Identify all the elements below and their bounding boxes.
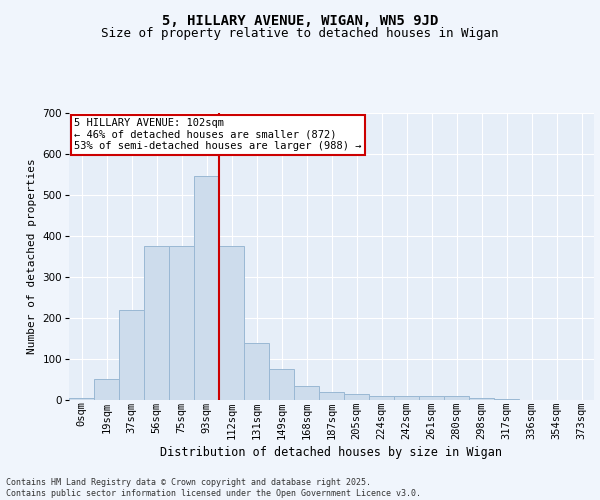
Bar xyxy=(294,386,319,400)
Bar xyxy=(144,246,169,400)
Bar xyxy=(344,394,369,400)
Bar xyxy=(419,396,444,400)
Bar xyxy=(119,310,144,400)
Bar xyxy=(194,176,219,400)
Text: 5 HILLARY AVENUE: 102sqm
← 46% of detached houses are smaller (872)
53% of semi-: 5 HILLARY AVENUE: 102sqm ← 46% of detach… xyxy=(74,118,362,152)
Bar xyxy=(469,398,494,400)
Text: Size of property relative to detached houses in Wigan: Size of property relative to detached ho… xyxy=(101,28,499,40)
Text: Contains HM Land Registry data © Crown copyright and database right 2025.
Contai: Contains HM Land Registry data © Crown c… xyxy=(6,478,421,498)
Bar xyxy=(319,392,344,400)
Y-axis label: Number of detached properties: Number of detached properties xyxy=(27,158,37,354)
Bar xyxy=(94,380,119,400)
Bar xyxy=(494,399,519,400)
Bar xyxy=(219,246,244,400)
Bar xyxy=(269,369,294,400)
Bar xyxy=(69,398,94,400)
Bar xyxy=(169,246,194,400)
Bar xyxy=(369,396,394,400)
Bar xyxy=(394,396,419,400)
X-axis label: Distribution of detached houses by size in Wigan: Distribution of detached houses by size … xyxy=(161,446,503,459)
Bar xyxy=(444,396,469,400)
Text: 5, HILLARY AVENUE, WIGAN, WN5 9JD: 5, HILLARY AVENUE, WIGAN, WN5 9JD xyxy=(162,14,438,28)
Bar xyxy=(244,342,269,400)
